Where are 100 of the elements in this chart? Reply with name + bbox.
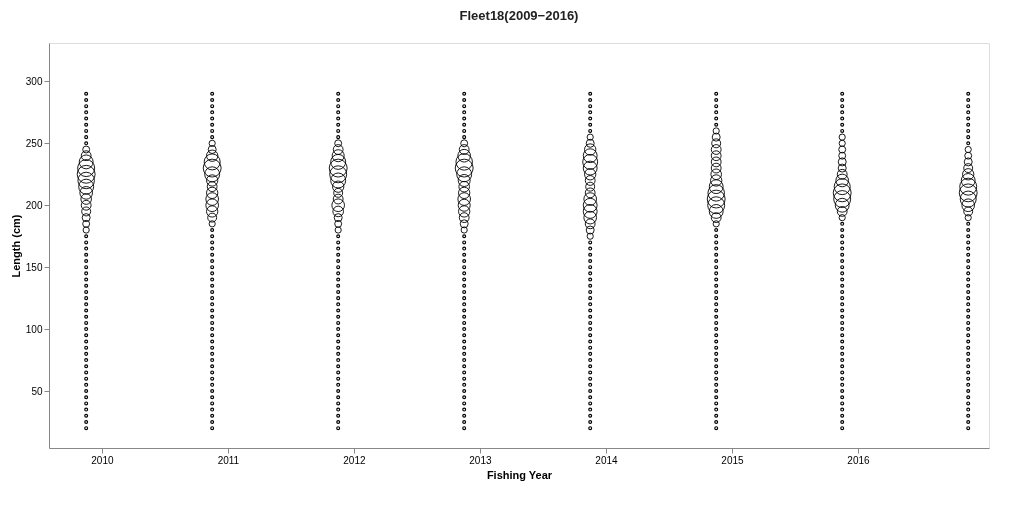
point [210, 376, 215, 381]
point [336, 258, 341, 263]
point [462, 110, 467, 115]
point [840, 122, 845, 127]
point [588, 283, 593, 288]
point [588, 327, 593, 332]
point [210, 122, 215, 127]
point [588, 389, 593, 394]
point [840, 221, 845, 226]
point [84, 141, 89, 146]
point [84, 395, 89, 400]
point [210, 364, 215, 369]
point [588, 97, 593, 102]
point [714, 116, 719, 121]
point [840, 277, 845, 282]
x-tick-label: 2015 [721, 454, 745, 466]
x-tick-label: 2011 [217, 454, 240, 466]
point [462, 407, 467, 412]
point [588, 364, 593, 369]
point [714, 246, 719, 251]
point [966, 289, 971, 294]
point [210, 358, 215, 363]
point [840, 283, 845, 288]
point [588, 382, 593, 387]
point [588, 308, 593, 313]
point [84, 135, 89, 140]
point [336, 277, 341, 282]
point [714, 358, 719, 363]
point [588, 246, 593, 251]
point [588, 407, 593, 412]
point [714, 296, 719, 301]
point [966, 364, 971, 369]
point [588, 302, 593, 307]
point [840, 395, 845, 400]
point [462, 314, 467, 319]
point [336, 128, 341, 133]
point [840, 308, 845, 313]
point [588, 376, 593, 381]
point [714, 258, 719, 263]
point [462, 296, 467, 301]
point [336, 382, 341, 387]
point [210, 314, 215, 319]
y-tick-label: 50 [31, 385, 43, 397]
point [84, 252, 89, 257]
point [588, 252, 593, 257]
point [966, 221, 971, 226]
point [714, 122, 719, 127]
point [966, 296, 971, 301]
point [84, 382, 89, 387]
point [462, 389, 467, 394]
point [336, 314, 341, 319]
point [714, 252, 719, 257]
point [840, 382, 845, 387]
point [462, 376, 467, 381]
point [714, 302, 719, 307]
point [84, 240, 89, 245]
point [210, 302, 215, 307]
point [714, 265, 719, 270]
point [714, 234, 719, 239]
point [336, 364, 341, 369]
point [966, 314, 971, 319]
point [84, 234, 89, 239]
point [336, 358, 341, 363]
point [966, 135, 971, 140]
point [966, 122, 971, 127]
point [84, 364, 89, 369]
point [462, 97, 467, 102]
point [588, 395, 593, 400]
x-tick-label: 2010 [91, 454, 114, 466]
point [966, 345, 971, 350]
point [462, 426, 467, 431]
point [336, 370, 341, 375]
point [840, 246, 845, 251]
point [210, 395, 215, 400]
point [462, 358, 467, 363]
point [966, 389, 971, 394]
point [966, 302, 971, 307]
point [840, 314, 845, 319]
point [840, 333, 845, 338]
point [840, 240, 845, 245]
point [966, 258, 971, 263]
point [210, 258, 215, 263]
point [84, 389, 89, 394]
point [336, 265, 341, 270]
point [966, 351, 971, 356]
point [588, 401, 593, 406]
point [462, 351, 467, 356]
point [210, 333, 215, 338]
point [966, 110, 971, 115]
point [966, 358, 971, 363]
point [966, 382, 971, 387]
point [210, 246, 215, 251]
point [840, 339, 845, 344]
point [966, 240, 971, 245]
point [966, 419, 971, 424]
point [210, 128, 215, 133]
y-tick-label: 150 [25, 261, 43, 273]
point [588, 116, 593, 121]
point [714, 97, 719, 102]
point [336, 122, 341, 127]
